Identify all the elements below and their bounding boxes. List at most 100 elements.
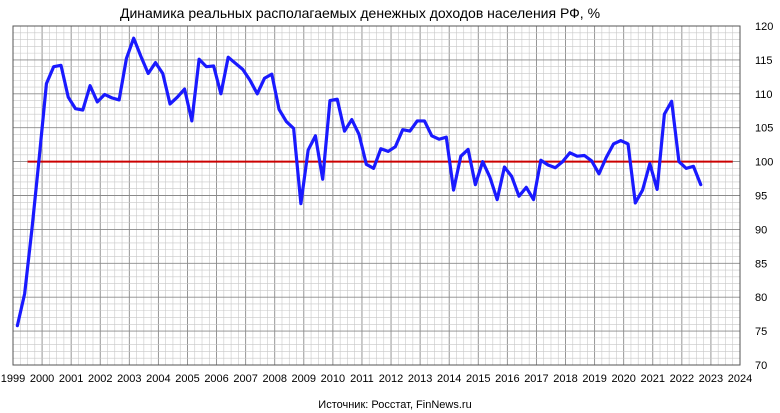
x-tick-label: 2005 <box>175 373 199 385</box>
data-point <box>394 145 397 148</box>
data-point <box>132 37 135 40</box>
data-point <box>169 103 171 105</box>
data-point <box>198 58 200 61</box>
data-point <box>598 173 600 175</box>
y-tick-label: 75 <box>755 326 767 338</box>
data-point <box>678 160 680 163</box>
data-point <box>140 55 142 58</box>
y-tick-label: 120 <box>755 21 773 33</box>
data-point <box>605 156 608 159</box>
x-tick-label: 2015 <box>466 373 490 385</box>
x-tick-label: 2019 <box>582 373 606 385</box>
data-point <box>619 139 622 142</box>
data-point <box>300 202 302 205</box>
x-tick-label: 2014 <box>437 373 461 385</box>
data-point <box>329 99 331 102</box>
data-point <box>256 93 259 95</box>
data-point <box>401 128 404 131</box>
data-point <box>649 162 651 165</box>
data-point <box>547 164 549 166</box>
data-point <box>387 150 389 153</box>
data-point <box>103 93 106 96</box>
y-tick-label: 70 <box>755 360 767 372</box>
data-point <box>263 77 266 80</box>
x-tick-label: 2000 <box>30 373 54 385</box>
data-point <box>249 79 251 82</box>
x-tick-label: 2018 <box>553 373 577 385</box>
data-point <box>692 165 695 168</box>
data-point <box>670 100 673 103</box>
x-tick-label: 2006 <box>204 373 228 385</box>
data-point <box>663 113 666 115</box>
data-point <box>380 147 382 150</box>
data-point <box>699 183 702 186</box>
data-point <box>510 175 513 178</box>
data-point <box>569 151 571 154</box>
data-point <box>111 97 113 99</box>
data-point <box>460 155 462 157</box>
data-point <box>416 120 419 122</box>
data-point <box>227 56 229 58</box>
data-point <box>176 96 179 98</box>
y-tick-label: 105 <box>755 123 773 135</box>
data-point <box>445 136 448 138</box>
data-point <box>285 120 288 123</box>
data-point <box>430 135 433 137</box>
data-point <box>423 120 426 122</box>
x-tick-label: 2010 <box>321 373 345 385</box>
x-tick-label: 2022 <box>670 373 694 385</box>
data-point <box>634 202 637 204</box>
data-point <box>518 195 520 197</box>
data-point <box>220 93 222 95</box>
y-tick-label: 100 <box>755 157 773 169</box>
data-point <box>503 166 506 168</box>
data-point <box>641 189 644 191</box>
x-tick-label: 2023 <box>699 373 723 385</box>
x-tick-label: 2020 <box>611 373 635 385</box>
plot-border <box>12 25 741 366</box>
x-tick-label: 1999 <box>1 373 25 385</box>
data-point <box>278 108 280 111</box>
data-point <box>16 324 19 327</box>
x-tick-label: 2013 <box>408 373 432 385</box>
data-point <box>336 98 339 101</box>
data-point <box>67 96 70 98</box>
data-point <box>365 163 368 166</box>
data-point <box>467 148 469 151</box>
data-point <box>358 133 360 136</box>
data-point <box>89 84 91 87</box>
data-point <box>576 155 578 157</box>
data-point <box>656 188 658 191</box>
data-point <box>292 127 295 130</box>
data-point <box>489 176 491 178</box>
data-point <box>271 73 273 75</box>
data-point <box>23 293 26 295</box>
data-point <box>372 167 375 170</box>
data-point <box>496 198 498 201</box>
data-point <box>191 120 193 122</box>
series-group <box>15 36 703 328</box>
chart-title: Динамика реальных располагаемых денежных… <box>120 5 600 21</box>
y-tick-label: 95 <box>755 191 767 203</box>
x-tick-label: 2024 <box>728 373 752 385</box>
data-point <box>52 65 55 68</box>
data-point <box>31 228 33 231</box>
data-point <box>147 72 150 75</box>
x-tick-label: 2021 <box>641 373 665 385</box>
data-point <box>307 149 309 151</box>
data-point <box>212 65 215 67</box>
data-point <box>205 65 208 68</box>
data-point <box>590 160 593 162</box>
data-point <box>314 135 317 137</box>
x-tick-label: 2017 <box>524 373 548 385</box>
x-tick-label: 2016 <box>495 373 519 385</box>
data-point <box>154 61 157 64</box>
x-tick-label: 2012 <box>379 373 403 385</box>
data-point <box>409 130 411 132</box>
data-point <box>118 99 120 101</box>
data-point <box>321 178 324 181</box>
data-point <box>161 72 164 75</box>
data-point <box>343 130 346 132</box>
data-point <box>241 68 244 71</box>
